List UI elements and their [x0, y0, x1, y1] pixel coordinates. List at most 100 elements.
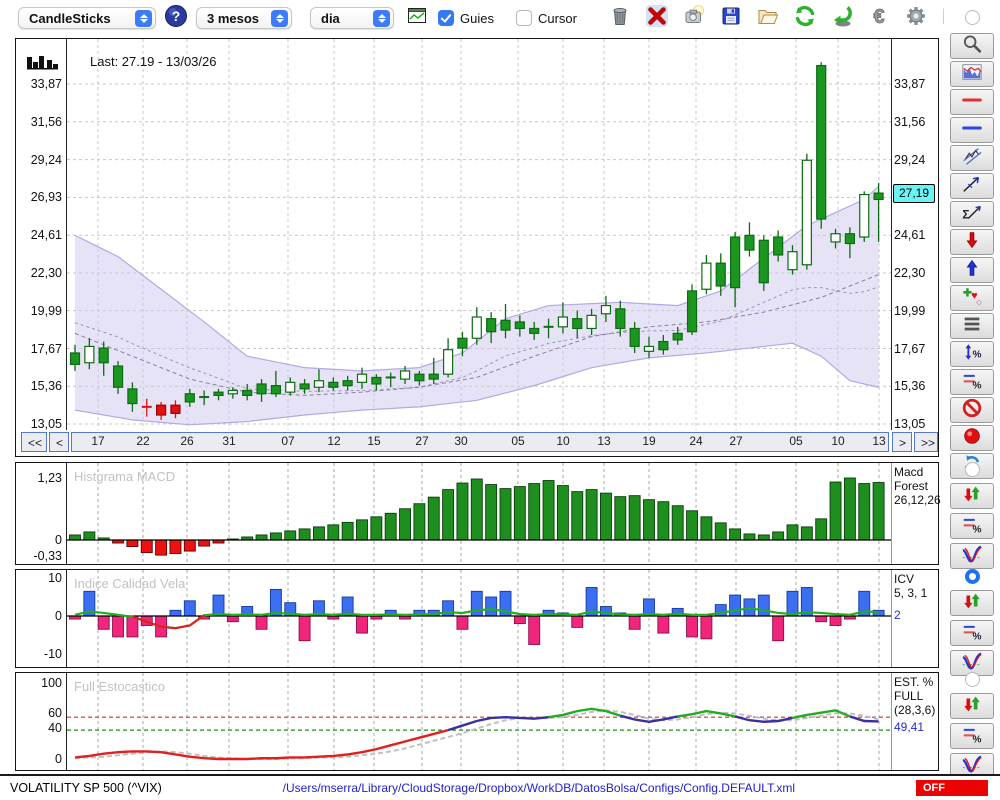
add-marker-tool-button[interactable]: ♥ ◇ [950, 285, 994, 311]
date-tick-label: 19 [642, 434, 656, 448]
date-tick-label: 27 [729, 434, 743, 448]
nav-first-button[interactable]: << [21, 432, 47, 452]
chart-config-button[interactable] [404, 5, 430, 31]
last-price-label: Last: 27.19 - 13/03/26 [90, 54, 217, 69]
trash-icon [608, 4, 632, 33]
date-tick-label: 10 [831, 434, 845, 448]
date-tick-label: 12 [327, 434, 341, 448]
cursor-checkbox[interactable]: Cursor [515, 10, 577, 26]
currency-button[interactable]: € [866, 5, 892, 31]
macd-info-line: Forest [894, 479, 929, 493]
lines-percent-icon: % [961, 513, 983, 540]
axis-tick-label: 100 [41, 676, 62, 690]
checkbox-unchecked-icon [515, 10, 532, 26]
reload-button[interactable] [829, 5, 855, 31]
signal-arrows-icon [961, 483, 983, 510]
stoch-group: % [944, 672, 1000, 781]
chart-type-select[interactable]: CandleSticks [18, 7, 156, 29]
period-select[interactable]: 3 mesos [196, 7, 292, 29]
save-button[interactable] [718, 5, 744, 31]
buy-arrow-tool-button[interactable] [950, 257, 994, 283]
axis-tick-label: 13,05 [30, 416, 62, 431]
signal-arrows-icon [961, 590, 983, 617]
cursor-label: Cursor [537, 10, 577, 26]
macd-group-curves-button[interactable] [950, 543, 994, 569]
macd-group-lines-percent-button[interactable]: % [950, 513, 994, 539]
macd-group-signal-arrows-button[interactable] [950, 483, 994, 509]
icv-params: 5, 3, 1 [894, 586, 928, 600]
trash-button[interactable] [607, 5, 633, 31]
guies-checkbox[interactable]: Guies [438, 10, 494, 26]
indicator-panel-tool-icon [961, 61, 983, 88]
stoch-group-lines-percent-button[interactable]: % [950, 723, 994, 749]
nav-next-button[interactable]: > [892, 432, 912, 452]
axis-tick-label: 29,24 [30, 152, 62, 167]
blue-level-line-tool-icon [961, 117, 983, 144]
toolbar: CandleSticks ? 3 mesos dia Guies Cursor [0, 0, 1000, 36]
axis-tick-label: 33,87 [894, 77, 926, 91]
axis-tick-label: 31,56 [30, 114, 62, 129]
add-marker-tool-icon: ♥ ◇ [961, 285, 983, 312]
chart-window-icon [405, 4, 429, 33]
axis-tick-label: -10 [43, 647, 62, 661]
levels-tool-button[interactable] [950, 313, 994, 339]
refresh-button[interactable] [792, 5, 818, 31]
svg-text:♥: ♥ [971, 289, 978, 301]
indicator-panel-tool-button[interactable] [950, 61, 994, 87]
stoch-title: Full Estocastico [74, 679, 166, 694]
help-button[interactable]: ? [163, 4, 189, 31]
main-chart-radio[interactable] [964, 10, 980, 25]
icv-group-lines-percent-button[interactable]: % [950, 620, 994, 646]
vertical-percent-tool-button[interactable]: % [950, 341, 994, 367]
stoch-info-line: EST. % [894, 675, 934, 689]
date-tick-label: 24 [689, 434, 703, 448]
axis-tick-label: 22,30 [30, 265, 62, 280]
save-floppy-icon [719, 4, 743, 33]
icv-group-signal-arrows-button[interactable] [950, 590, 994, 616]
blue-level-line-tool-button[interactable] [950, 117, 994, 143]
macd-group-radio[interactable] [964, 462, 980, 477]
axis-tick-label: 0 [55, 533, 62, 547]
sell-arrow-tool-icon [961, 229, 983, 256]
svg-text:%: % [972, 734, 981, 744]
vertical-percent-tool-icon: % [961, 341, 983, 368]
svg-text:Σ: Σ [962, 207, 969, 221]
interval-select[interactable]: dia [310, 7, 394, 29]
nav-prev-button[interactable]: < [49, 432, 69, 452]
open-button[interactable] [755, 5, 781, 31]
icv-group-curves-button[interactable] [950, 650, 994, 676]
icv-group-radio[interactable] [964, 569, 980, 584]
off-toggle-button[interactable]: OFF [916, 780, 988, 796]
date-tick-label: 13 [597, 434, 611, 448]
delete-button[interactable] [644, 4, 670, 31]
nav-last-button[interactable]: >> [914, 432, 938, 452]
channel-tool-icon [961, 145, 983, 172]
axis-tick-label: 1,23 [37, 471, 62, 485]
trend-line-tool-button[interactable] [950, 173, 994, 199]
histogram-mini-icon[interactable] [26, 53, 62, 78]
date-tick-label: 15 [367, 434, 381, 448]
lines-percent-tool-button[interactable]: % [950, 369, 994, 395]
sum-trend-tool-button[interactable]: Σ [950, 201, 994, 227]
date-tick-label: 13 [872, 434, 886, 448]
gear-icon [904, 4, 928, 33]
date-strip[interactable]: 17 22 26 31 07 12 15 27 30 05 10 13 19 24 27 05 10 13 [71, 432, 889, 452]
config-path[interactable]: /Users/mserra/Library/CloudStorage/Dropb… [282, 781, 796, 795]
lines-percent-icon: % [961, 723, 983, 750]
date-tick-label: 31 [222, 434, 236, 448]
stoch-group-radio[interactable] [964, 672, 980, 687]
snapshot-button[interactable] [681, 4, 707, 31]
disable-tool-button[interactable] [950, 397, 994, 423]
channel-tool-button[interactable] [950, 145, 994, 171]
record-tool-button[interactable] [950, 425, 994, 451]
date-tick-label: 30 [454, 434, 468, 448]
stoch-value: 49,41 [894, 720, 925, 734]
settings-button[interactable] [903, 5, 929, 31]
stoch-group-signal-arrows-button[interactable] [950, 693, 994, 719]
buy-arrow-tool-icon [961, 257, 983, 284]
guies-label: Guies [460, 10, 494, 26]
red-level-line-tool-button[interactable] [950, 89, 994, 115]
stoch-info: EST. % FULL (28,3,6) 49,41 [894, 675, 935, 734]
zoom-tool-button[interactable] [950, 33, 994, 59]
sell-arrow-tool-button[interactable] [950, 229, 994, 255]
